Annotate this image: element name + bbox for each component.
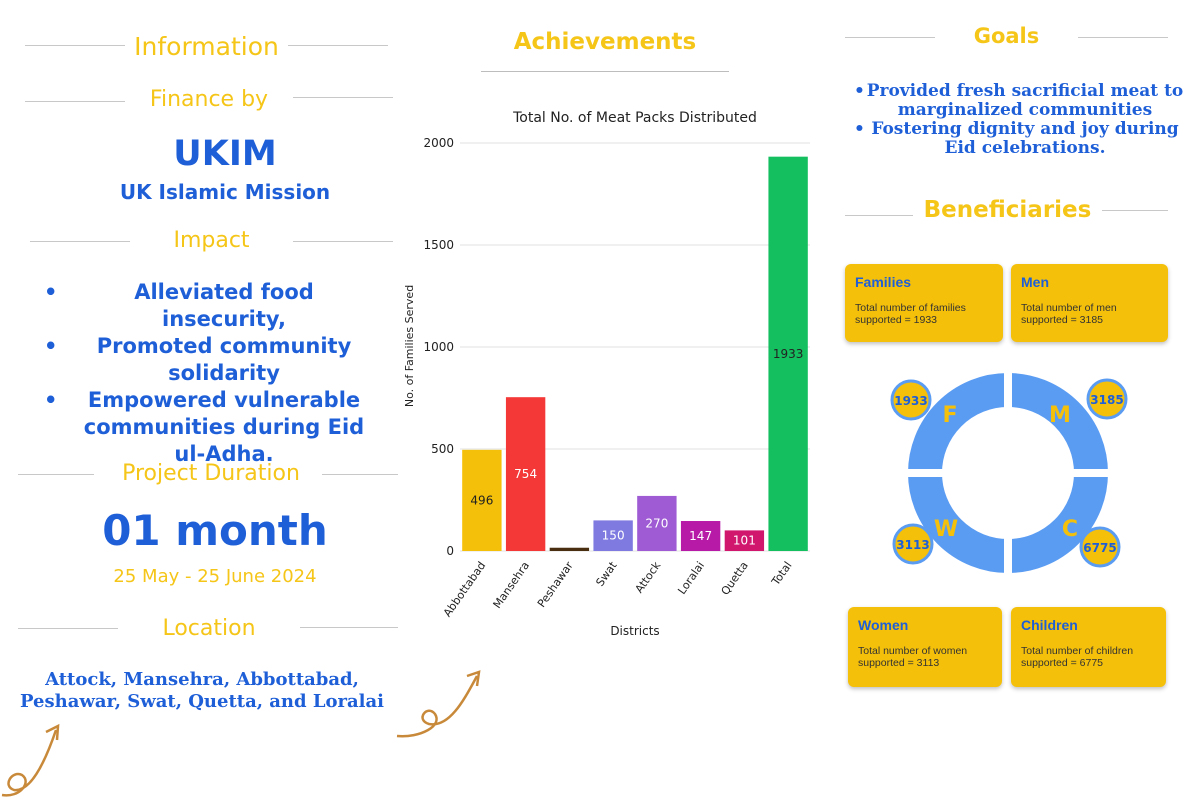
value-bubble [1079, 526, 1121, 568]
divider [481, 71, 729, 72]
card-title: Men [1021, 274, 1049, 290]
x-tick-label: Loralai [675, 559, 707, 597]
x-tick-label: Swat [593, 559, 620, 589]
divider [288, 45, 388, 46]
card-text: Total number of families supported = 193… [855, 302, 966, 326]
divider [1102, 210, 1168, 211]
data-label: 150 [602, 529, 625, 543]
ring-letter-w: W [934, 517, 958, 542]
bar-quetta [724, 530, 765, 551]
goals-list: Provided fresh sacrificial meat to margi… [852, 82, 1188, 158]
location-line: Peshawar, Swat, Quetta, and Loralai [19, 691, 385, 712]
y-tick-label: 500 [431, 442, 454, 456]
divider [18, 628, 118, 629]
finance-title: Finance by [149, 87, 269, 112]
divider [25, 101, 125, 102]
bar-swat [593, 520, 633, 551]
duration-dates: 25 May - 25 June 2024 [113, 566, 317, 587]
ring-letter-c: C [1062, 517, 1078, 542]
location-title: Location [162, 616, 256, 641]
x-tick-label: Mansehra [490, 559, 532, 611]
value-men: 3185 [1090, 393, 1123, 407]
impact-item: Promoted community solidarity [42, 333, 378, 387]
beneficiaries-ring: F M W C 1933 3185 3113 6775 [890, 370, 1128, 580]
impact-title: Impact [173, 228, 250, 253]
location-text: Attock, Mansehra, Abbottabad, Peshawar, … [8, 669, 396, 713]
org-short-name: UKIM [173, 134, 277, 174]
divider [845, 215, 913, 216]
x-axis-label: Districts [610, 624, 659, 638]
impact-item: Alleviated food insecurity, [42, 279, 378, 333]
goals-title: Goals [973, 24, 1040, 48]
impact-item: Empowered vulnerable communities during … [42, 387, 378, 468]
location-line: Attock, Mansehra, Abbottabad, [45, 669, 359, 690]
data-label: 101 [733, 534, 756, 548]
divider [293, 241, 393, 242]
bar-peshawar [549, 547, 590, 551]
value-bubble [892, 523, 934, 565]
ring-gap [900, 469, 1116, 477]
data-label: 147 [689, 529, 712, 543]
duration-title: Project Duration [122, 461, 300, 486]
swirl-arrow-icon [396, 670, 481, 738]
y-tick-label: 0 [446, 544, 454, 558]
divider [300, 627, 398, 628]
value-women: 3113 [896, 538, 929, 552]
ring-letter-f: F [942, 403, 957, 428]
bar-mansehra [505, 397, 546, 551]
achievements-title: Achievements [513, 29, 697, 55]
data-label: 1933 [773, 347, 804, 361]
divider [322, 474, 398, 475]
card-title: Children [1021, 617, 1078, 633]
bar-loralai [680, 521, 721, 551]
bar-attock [637, 495, 677, 551]
y-axis-label: No. of Families Served [403, 285, 416, 407]
card-text: Total number of men supported = 3185 [1021, 302, 1117, 326]
divider [1078, 37, 1168, 38]
divider [25, 45, 125, 46]
divider [845, 37, 935, 38]
value-bubble [890, 379, 932, 421]
ring-letter-m: M [1049, 403, 1071, 428]
information-title: Information [134, 32, 279, 61]
x-tick-label: Abbottabad [441, 559, 489, 619]
bar-abbottabad [462, 449, 502, 551]
card-text: Total number of women supported = 3113 [858, 645, 968, 669]
y-tick-label: 1000 [423, 340, 454, 354]
beneficiaries-title: Beneficiaries [923, 197, 1092, 223]
card-title: Women [858, 617, 909, 633]
goal-item: Provided fresh sacrificial meat to margi… [852, 82, 1188, 120]
children-card: Children Total number of children suppor… [1011, 607, 1166, 687]
value-families: 1933 [894, 394, 927, 408]
data-label: 496 [470, 493, 493, 507]
divider [293, 97, 393, 98]
women-card: Women Total number of women supported = … [848, 607, 1002, 687]
divider [18, 474, 94, 475]
families-card: Families Total number of families suppor… [845, 264, 1003, 342]
card-title: Families [855, 274, 912, 290]
card-text: Total number of children supported = 677… [1021, 645, 1134, 669]
data-label: 754 [514, 467, 537, 481]
y-tick-label: 2000 [423, 136, 454, 150]
chart-title: Total No. of Meat Packs Distributed [512, 110, 757, 126]
bar-chart: Total No. of Meat Packs Distributed 0 500… [403, 110, 810, 638]
value-bubble [1086, 378, 1128, 420]
x-tick-label: Peshawar [535, 559, 576, 610]
y-tick-label: 1500 [423, 238, 454, 252]
x-tick-label: Total [769, 559, 795, 588]
org-full-name: UK Islamic Mission [119, 180, 331, 204]
x-tick-label: Attock [633, 559, 664, 596]
divider [30, 241, 130, 242]
duration-value: 01 month [102, 506, 328, 555]
men-card: Men Total number of men supported = 3185 [1011, 264, 1168, 342]
bar-total [768, 156, 808, 551]
swirl-arrow-icon [1, 723, 60, 797]
x-tick-label: Quetta [719, 559, 751, 597]
goal-item: Fostering dignity and joy during Eid cel… [852, 120, 1188, 158]
impact-list: Alleviated food insecurity, Promoted com… [42, 279, 378, 468]
data-label: 270 [645, 516, 668, 530]
value-children: 6775 [1083, 541, 1116, 555]
